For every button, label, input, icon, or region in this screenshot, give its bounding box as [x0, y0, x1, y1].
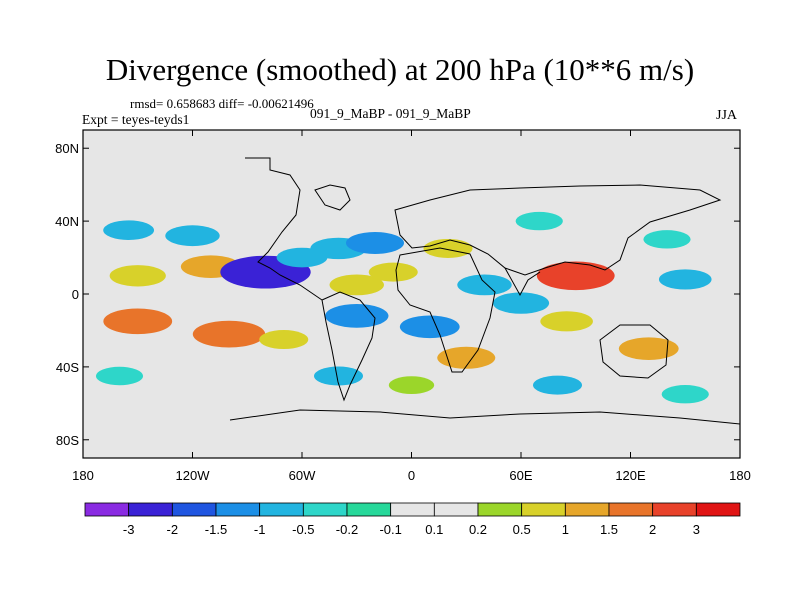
colorbar-swatch [215, 502, 261, 517]
colorbar-swatch [84, 502, 130, 517]
season-label: JJA [716, 108, 738, 123]
region-cell [165, 225, 220, 247]
region-cell [329, 274, 384, 296]
region-cell [437, 346, 496, 369]
experiment-label: Expt = teyes-teyds1 [82, 112, 190, 127]
colorbar-swatch [171, 502, 217, 517]
region-cell [399, 315, 460, 339]
colorbar-label: 0.2 [469, 522, 487, 537]
x-tick-label: 60E [509, 468, 532, 483]
colorbar-label: -1.5 [205, 522, 227, 537]
y-tick-label: 80S [56, 433, 79, 448]
colorbar-label: -3 [123, 522, 135, 537]
x-tick-label: 120E [615, 468, 646, 483]
x-tick-label: 0 [408, 468, 415, 483]
colorbar-label: 1 [562, 522, 569, 537]
plot-background [83, 130, 740, 458]
region-cell [658, 269, 712, 290]
coastline-eurasia [394, 184, 722, 276]
region-cell [103, 308, 173, 335]
colorbar-swatch [521, 502, 566, 517]
region-cell [109, 265, 166, 287]
colorbar-swatch [477, 502, 523, 517]
region-cell [368, 262, 418, 282]
colorbar-label: 0.5 [513, 522, 531, 537]
y-tick-label: 0 [72, 287, 79, 302]
coastline-africa [395, 247, 496, 373]
colorbar-label: -0.2 [336, 522, 358, 537]
x-tick-label: 180 [729, 468, 751, 483]
colorbar: -3 -2 -1.5 -1 -0.5 -0.2 -0.1 0.1 0.2 0.5 1 1.5 2 3 [84, 502, 741, 537]
region-cell [346, 231, 404, 254]
colorbar-label: 3 [693, 522, 700, 537]
region-cell [325, 303, 389, 328]
y-tick-label: 40N [55, 214, 79, 229]
y-axis: 80N 40N 0 40S 80S [55, 141, 740, 448]
coastline-south-america [321, 291, 376, 402]
x-axis: 180 120W 60W 0 60E 120E 180 [72, 130, 751, 483]
colorbar-swatch [695, 502, 741, 517]
colorbar-swatch [433, 502, 479, 517]
coastline-greenland [314, 184, 351, 211]
colorbar-swatch [302, 502, 348, 517]
region-cell [314, 366, 363, 386]
colorbar-label: 0.1 [425, 522, 443, 537]
region-cell [95, 366, 144, 386]
colorbar-swatch [390, 502, 435, 517]
region-cell [259, 330, 309, 350]
region-cell [533, 375, 582, 395]
colorbar-swatch [346, 502, 392, 517]
region-cell [515, 211, 563, 231]
colorbar-label: -2 [167, 522, 179, 537]
region-cell [457, 274, 512, 296]
colorbar-swatch [259, 502, 304, 517]
region-cell [492, 292, 550, 314]
colorbar-swatch [564, 502, 610, 517]
colorbar-swatch [608, 502, 654, 517]
coastline-north-america [245, 157, 323, 301]
runs-label: 091_9_MaBP - 091_9_MaBP [310, 106, 471, 121]
colorbar-label: 1.5 [600, 522, 618, 537]
region-cell [643, 230, 691, 249]
contour-fills [95, 211, 712, 404]
coastline-australia [599, 324, 669, 379]
region-cell [540, 311, 593, 332]
x-tick-label: 180 [72, 468, 94, 483]
region-cell [661, 385, 709, 404]
y-tick-label: 80N [55, 141, 79, 156]
region-cell [103, 220, 155, 241]
colorbar-label: -0.1 [379, 522, 401, 537]
coastline-india [504, 267, 541, 297]
region-cell [618, 337, 679, 360]
colorbar-label: 2 [649, 522, 656, 537]
y-tick-label: 40S [56, 360, 79, 375]
coastlines [229, 157, 740, 425]
region-cell [388, 376, 435, 395]
colorbar-swatch [652, 502, 697, 517]
chart-title: Divergence (smoothed) at 200 hPa (10**6 … [105, 52, 695, 87]
colorbar-label: -0.5 [292, 522, 314, 537]
x-tick-label: 120W [176, 468, 211, 483]
region-cell [536, 261, 615, 291]
colorbar-swatch [128, 502, 173, 517]
stats-text: rmsd= 0.658683 diff= -0.00621496 [130, 96, 314, 111]
region-cell [423, 238, 473, 258]
coastline-antarctica [229, 409, 740, 425]
x-tick-label: 60W [289, 468, 316, 483]
colorbar-label: -1 [254, 522, 266, 537]
region-cell [192, 320, 266, 348]
